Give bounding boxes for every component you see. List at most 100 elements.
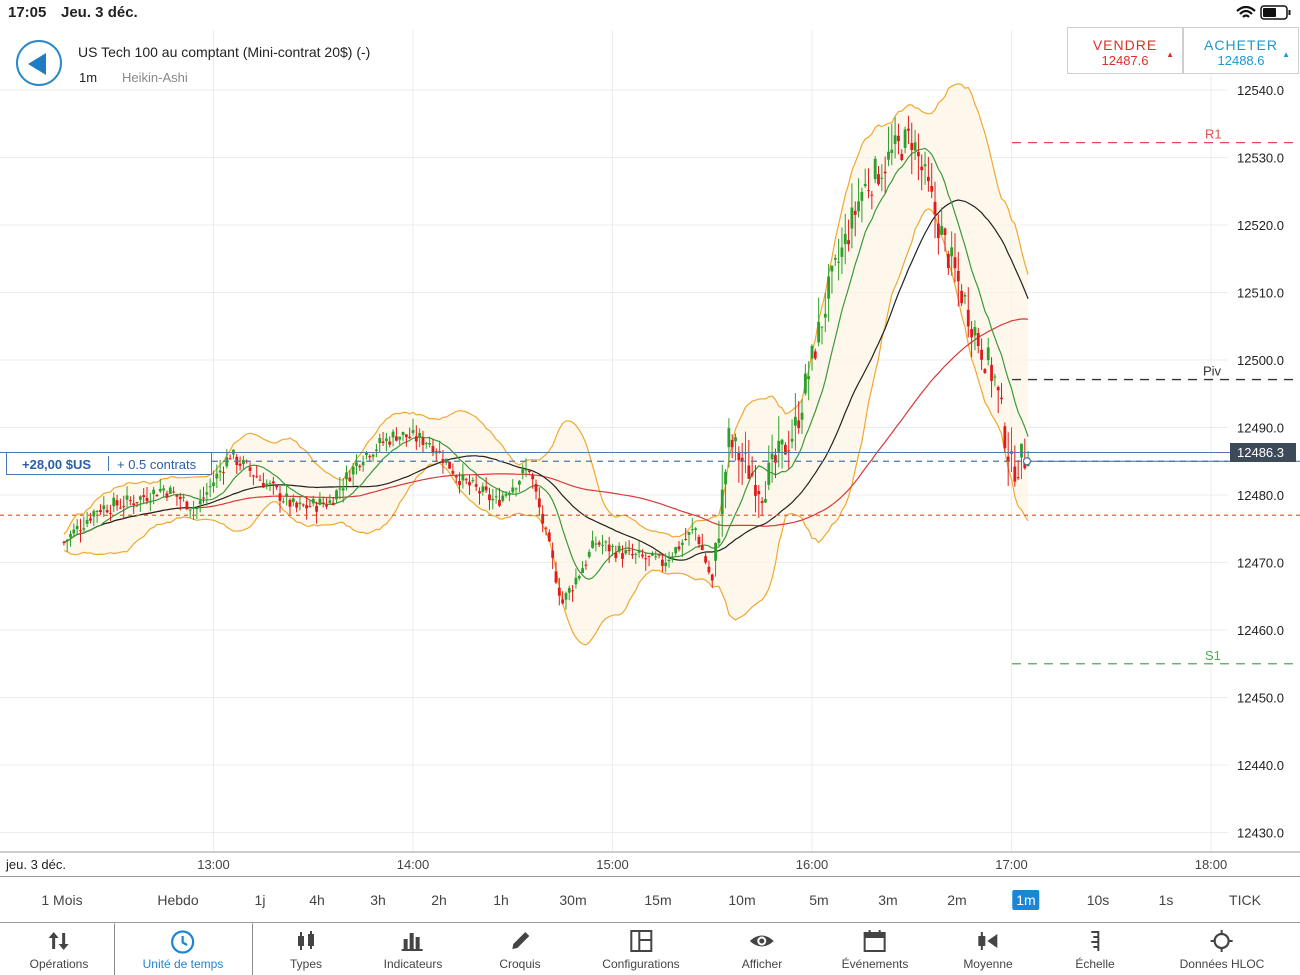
timeframe-option[interactable]: Hebdo <box>157 892 199 908</box>
timeframe-option[interactable]: 2m <box>947 892 967 908</box>
toolbar-item[interactable]: Types <box>290 923 322 975</box>
toolbar-item-label: Opérations <box>29 957 89 971</box>
price-chart[interactable]: R1 Piv S1 12540.0 12530.0 12520.0 12510.0 12500… <box>0 0 1300 876</box>
candle-body <box>504 493 508 496</box>
toolbar-item[interactable]: Indicateurs <box>383 923 443 975</box>
candle-body <box>132 503 136 506</box>
toolbar-item[interactable]: Croquis <box>499 923 541 975</box>
candle-body <box>644 558 648 560</box>
toolbar-item[interactable]: Unité de temps <box>143 923 223 975</box>
candle-body <box>873 158 877 180</box>
candle-body <box>780 439 784 445</box>
toolbar-item-label: Indicateurs <box>383 957 443 971</box>
timeframe-option[interactable]: 10m <box>728 892 756 908</box>
candle-body <box>617 545 621 552</box>
candle-body <box>990 364 993 381</box>
candle-body <box>660 559 664 566</box>
timeframe-option[interactable]: 3m <box>878 892 898 908</box>
candle-body <box>624 549 628 554</box>
toolbar-item[interactable]: Moyenne <box>963 923 1013 975</box>
candle-body <box>152 489 156 495</box>
candle-body <box>305 505 308 509</box>
calendar-icon <box>842 929 909 955</box>
candle-body <box>757 491 761 495</box>
candle-body <box>986 347 990 361</box>
timeframe-option[interactable]: 4h <box>309 892 325 908</box>
candle-body <box>89 518 92 521</box>
candle-body <box>930 186 934 192</box>
candle-body <box>647 555 651 557</box>
candle-body <box>966 309 970 327</box>
timeframe-option[interactable]: 30m <box>559 892 587 908</box>
chart-type-label: Heikin-Ashi <box>122 70 188 85</box>
candle-body <box>418 433 422 438</box>
toolbar-item[interactable]: Événements <box>842 923 909 975</box>
candle-body <box>498 499 501 506</box>
toolbar-item[interactable]: Configurations <box>602 923 680 975</box>
candle-body <box>591 540 594 548</box>
last-price-value: 12486.3 <box>1237 445 1284 460</box>
candle-body <box>837 261 840 263</box>
x-axis-time-label: 15:00 <box>596 857 629 872</box>
toolbar-item[interactable]: Afficher <box>742 923 782 975</box>
candle-body <box>940 226 944 235</box>
battery-icon <box>1260 5 1291 20</box>
candle-body <box>92 511 96 517</box>
candle-body <box>670 556 674 560</box>
layout-icon <box>602 929 679 955</box>
candle-body <box>960 290 964 304</box>
timeframe-option[interactable]: 5m <box>809 892 829 908</box>
timeframe-option[interactable]: 2h <box>431 892 447 908</box>
candle-body <box>404 434 408 438</box>
candle-body <box>301 504 305 506</box>
toolbar-item[interactable]: Échelle <box>1075 923 1115 975</box>
candle-body <box>471 479 475 482</box>
toolbar-item-label: Afficher <box>741 957 783 971</box>
timeframe-option[interactable]: 1 Mois <box>41 892 83 908</box>
timeframe-option[interactable]: 1m <box>1012 890 1040 910</box>
moving-average-black <box>63 199 1029 561</box>
candle-body <box>424 442 428 444</box>
sell-button[interactable]: VENDRE 12487.6 ▲ <box>1067 27 1183 74</box>
candle-body <box>621 553 624 559</box>
candle-body <box>518 480 521 485</box>
candle-body <box>348 477 352 482</box>
candle-body <box>887 151 890 160</box>
candle-body <box>451 470 455 474</box>
buy-button[interactable]: ACHETER 12488.6 ▲ <box>1183 27 1299 74</box>
candle-body <box>328 500 332 503</box>
candle-body <box>119 507 122 509</box>
y-axis-label: 12480.0 <box>1237 488 1284 503</box>
candle-body <box>331 502 335 506</box>
candle-body <box>524 469 528 471</box>
candle-body <box>677 546 681 550</box>
toolbar-item[interactable]: Opérations <box>29 923 89 975</box>
timeframe-option[interactable]: 3h <box>370 892 386 908</box>
candle-body <box>521 469 525 474</box>
candle-body <box>547 532 551 542</box>
candle-body <box>857 201 860 212</box>
candle-body <box>574 577 578 585</box>
timeframe-option[interactable]: 10s <box>1086 892 1110 908</box>
candle-body <box>807 376 811 380</box>
candle-body <box>541 513 545 524</box>
timeframe-option[interactable]: 1s <box>1158 892 1174 908</box>
candle-body <box>800 412 804 420</box>
up-arrow-icon: ▲ <box>1166 50 1174 59</box>
back-button[interactable] <box>16 40 62 86</box>
toolbar-item[interactable]: Données HLOC <box>1180 923 1264 975</box>
timeframe-option[interactable]: TICK <box>1229 892 1261 908</box>
candle-body <box>976 332 980 346</box>
candle-body <box>351 466 355 475</box>
candle-body <box>438 450 441 453</box>
candle-body <box>178 496 182 500</box>
timeframe-option[interactable]: 1j <box>254 892 266 908</box>
candle-body <box>920 166 924 171</box>
candle-body <box>381 441 385 443</box>
status-date: Jeu. 3 déc. <box>61 4 138 21</box>
candle-body <box>75 525 79 530</box>
position-box[interactable]: +28,00 $US + 0.5 contrats <box>6 452 212 475</box>
candle-body <box>295 502 299 508</box>
timeframe-option[interactable]: 1h <box>493 892 509 908</box>
timeframe-option[interactable]: 15m <box>644 892 672 908</box>
